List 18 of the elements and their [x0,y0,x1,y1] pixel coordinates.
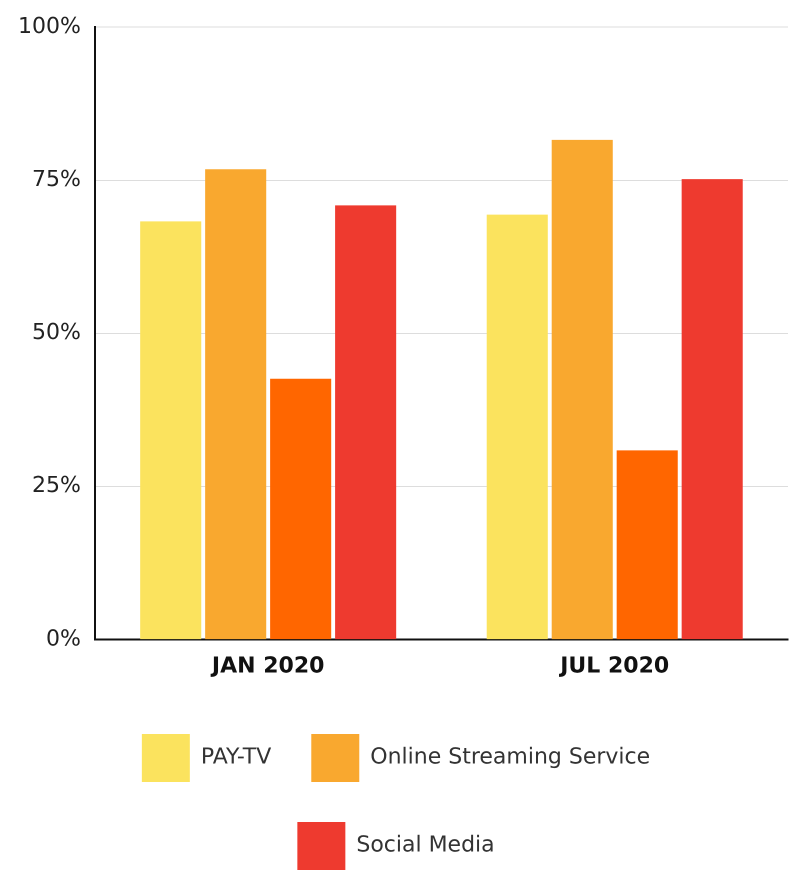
bar [682,179,743,640]
y-tick-label: 25% [32,473,81,498]
bar [205,169,266,640]
y-tick-label: 50% [32,320,81,346]
bar [486,214,548,640]
bar [335,205,396,640]
legend-label: PAY-TV [200,744,272,770]
bar [140,221,202,640]
x-tick-label: JAN 2020 [210,654,324,679]
bar [616,450,678,640]
bar [552,140,613,640]
legend-label: Online Streaming Service [370,744,650,770]
y-tick-label: 100% [18,14,81,39]
y-tick-label: 75% [32,167,81,192]
y-tick-label: 0% [46,626,81,652]
bar [270,378,332,640]
x-tick-label: JUL 2020 [558,654,670,679]
legend-label: Social Media [356,832,495,858]
